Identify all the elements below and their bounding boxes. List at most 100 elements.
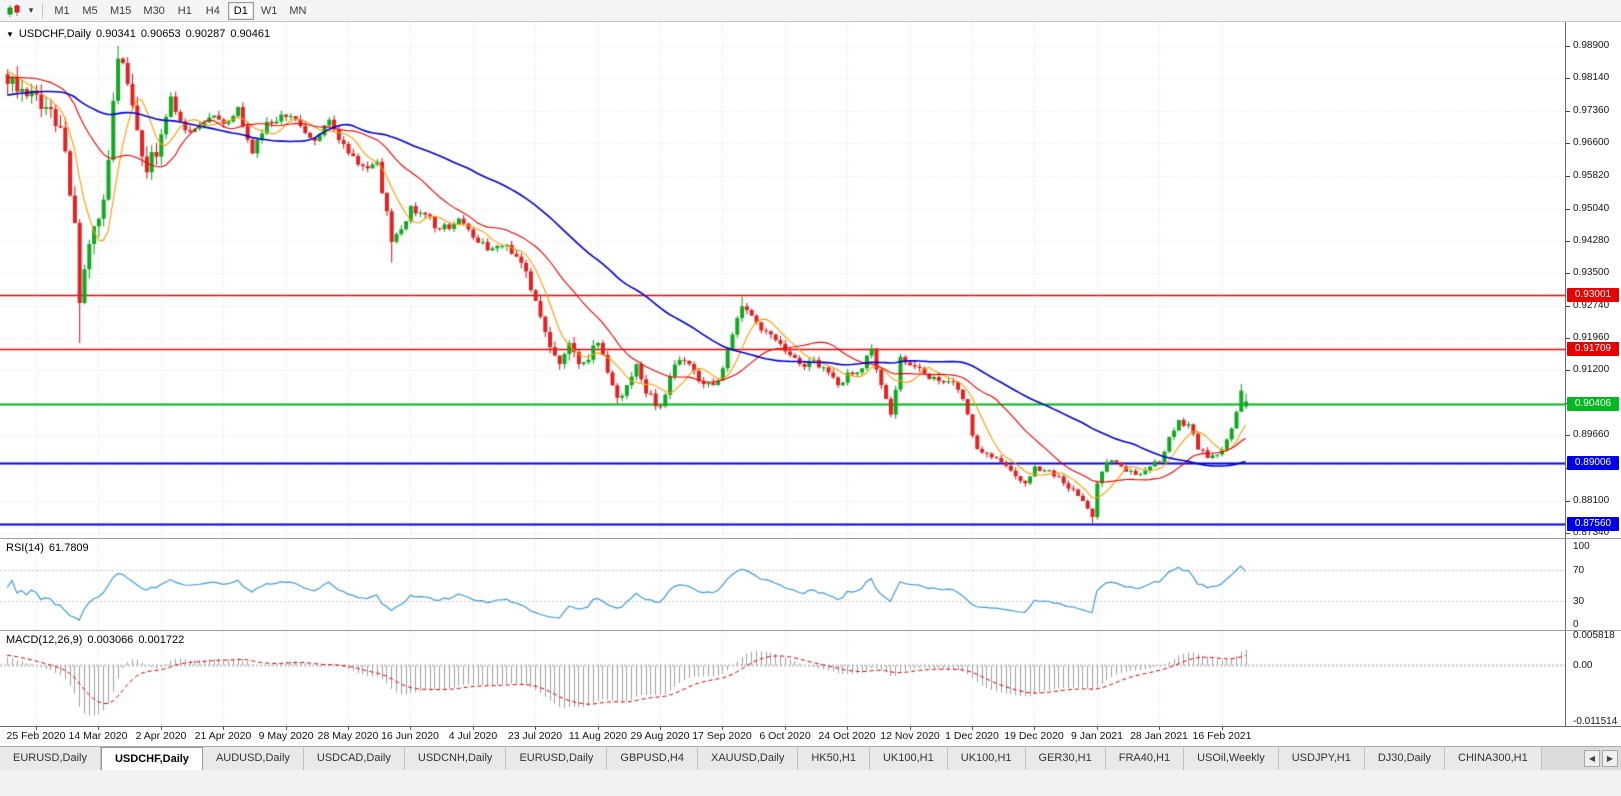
date-axis-label: 28 May 2020	[317, 730, 379, 742]
price-axis-tick-mark	[1566, 209, 1570, 210]
rsi-axis-label: 100	[1573, 541, 1590, 552]
date-axis-tick-mark	[1222, 727, 1223, 730]
chart-tab-china300-h1[interactable]: CHINA300,H1	[1445, 747, 1542, 770]
macd-main-value: 0.003066	[87, 634, 134, 646]
date-axis[interactable]: 25 Feb 2020 14 Mar 2020 2 Apr 2020 21 Apr 2…	[0, 726, 1621, 746]
date-axis-tick-mark	[348, 727, 349, 730]
date-axis-label: 11 Aug 2020	[568, 730, 628, 742]
chart-region: ▼ USDCHF,Daily 0.90341 0.90653 0.90287 0.9046…	[0, 22, 1621, 727]
chart-tab-fra40-h1[interactable]: FRA40,H1	[1105, 747, 1185, 770]
price-axis-tick-mark	[1566, 306, 1570, 307]
date-axis-tick-mark	[36, 727, 37, 730]
date-axis-tick-mark	[98, 727, 99, 730]
timeframe-button-w1[interactable]: W1	[256, 2, 283, 20]
chart-symbol-label: USDCHF,Daily	[18, 28, 92, 40]
date-axis-tick-mark	[223, 727, 224, 730]
price-axis-tick-label: 0.96600	[1573, 137, 1610, 148]
chart-tab-ger30-h1[interactable]: GER30,H1	[1025, 747, 1106, 770]
date-axis-label: 21 Apr 2020	[194, 730, 252, 742]
date-axis-label: 9 Jan 2021	[1071, 730, 1123, 742]
date-axis-tick-mark	[598, 727, 599, 730]
price-axis-tick-mark	[1566, 533, 1570, 534]
chart-tab-audusd-daily[interactable]: AUDUSD,Daily	[202, 747, 304, 770]
macd-label: MACD(12,26,9) 0.003066 0.001722	[6, 634, 189, 646]
timeframe-button-h1[interactable]: H1	[172, 2, 198, 20]
timeframe-button-d1[interactable]: D1	[227, 2, 254, 20]
date-axis-tick-mark	[410, 727, 411, 730]
date-axis-label: 17 Sep 2020	[692, 730, 752, 742]
timeframe-button-m30[interactable]: M30	[138, 2, 169, 20]
price-line-badge: 0.87560	[1567, 517, 1619, 531]
price-axis-tick-mark	[1566, 501, 1570, 502]
chart-tab-eurusd-daily[interactable]: EURUSD,Daily	[0, 747, 101, 770]
chart-tab-usdjpy-h1[interactable]: USDJPY,H1	[1278, 747, 1365, 770]
chart-tab-eurusd-daily[interactable]: EURUSD,Daily	[506, 747, 608, 770]
chart-tab-gbpusd-h4[interactable]: GBPUSD,H4	[607, 747, 698, 770]
price-axis-tick-mark	[1566, 143, 1570, 144]
panel-splitter-rsi[interactable]	[0, 538, 1621, 539]
chart-tab-xauusd-daily[interactable]: XAUUSD,Daily	[697, 747, 799, 770]
rsi-label: RSI(14) 61.7809	[6, 542, 94, 554]
macd-signal-value: 0.001722	[138, 634, 185, 646]
price-axis-tick-mark	[1566, 338, 1570, 339]
chart-canvas[interactable]	[0, 22, 1565, 726]
chart-tab-hk50-h1[interactable]: HK50,H1	[798, 747, 870, 770]
date-axis-label: 1 Dec 2020	[945, 730, 999, 742]
timeframe-button-mn[interactable]: MN	[284, 2, 311, 20]
chart-menu-icon[interactable]: ▼	[6, 30, 14, 39]
date-axis-label: 24 Oct 2020	[818, 730, 876, 742]
price-axis-tick-label: 0.87340	[1573, 527, 1610, 538]
toolbar-separator	[42, 2, 43, 19]
ohlc-high: 0.90653	[140, 28, 181, 40]
date-axis-tick-mark	[1034, 727, 1035, 730]
date-axis-label: 16 Feb 2021	[1192, 730, 1252, 742]
price-axis[interactable]: 0.98900 0.98140 0.97360 0.96600 0.95820 0.950…	[1565, 22, 1621, 727]
price-axis-tick-label: 0.98900	[1573, 40, 1610, 51]
chart-tab-dj30-daily[interactable]: DJ30,Daily	[1364, 747, 1446, 770]
bottom-filler	[0, 770, 1621, 796]
price-axis-tick-mark	[1566, 176, 1570, 177]
date-axis-label: 16 Jun 2020	[381, 730, 439, 742]
chart-tab-usdchf-daily[interactable]: USDCHF,Daily	[100, 747, 203, 770]
date-axis-label: 12 Nov 2020	[880, 730, 940, 742]
price-axis-tick-label: 0.91200	[1573, 364, 1610, 375]
date-axis-label: 4 Jul 2020	[448, 730, 498, 742]
price-axis-tick-label: 0.95820	[1573, 170, 1610, 181]
timeframe-button-m1[interactable]: M1	[49, 2, 75, 20]
date-axis-label: 23 Jul 2020	[507, 730, 563, 742]
rsi-indicator-value: 61.7809	[48, 542, 89, 554]
chart-tabs-bar: EURUSD,Daily USDCHF,Daily AUDUSD,Daily USDC…	[0, 746, 1621, 770]
panel-splitter-macd[interactable]	[0, 630, 1621, 631]
timeframe-button-h4[interactable]: H4	[200, 2, 226, 20]
tabs-scroll-group: ◀ ▶	[1581, 750, 1621, 770]
timeframe-button-m15[interactable]: M15	[105, 2, 136, 20]
timeframe-button-m5[interactable]: M5	[77, 2, 103, 20]
date-axis-tick-mark	[722, 727, 723, 730]
price-axis-tick-label: 0.92740	[1573, 300, 1610, 311]
price-axis-tick-mark	[1566, 46, 1570, 47]
price-line-badge: 0.93001	[1567, 288, 1619, 302]
price-axis-tick-label: 0.98140	[1573, 72, 1610, 83]
date-axis-tick-mark	[910, 727, 911, 730]
rsi-axis-label: 0	[1573, 619, 1579, 630]
chart-tab-usoil-weekly[interactable]: USOil,Weekly	[1184, 747, 1279, 770]
chart-tools-dropdown-caret-icon[interactable]: ▾	[25, 5, 37, 16]
date-axis-label: 6 Oct 2020	[759, 730, 811, 742]
date-axis-label: 9 May 2020	[258, 730, 314, 742]
price-axis-tick-mark	[1566, 241, 1570, 242]
price-axis-tick-mark	[1566, 111, 1570, 112]
chart-tools-button[interactable]	[3, 2, 25, 20]
chart-tab-uk100-h1[interactable]: UK100,H1	[947, 747, 1026, 770]
candlestick-chart-icon	[7, 3, 20, 17]
chart-tab-uk100-h1[interactable]: UK100,H1	[869, 747, 948, 770]
date-axis-tick-mark	[785, 727, 786, 730]
tabs-scroll-right-button[interactable]: ▶	[1602, 750, 1618, 767]
tabs-scroll-left-button[interactable]: ◀	[1584, 750, 1600, 767]
ohlc-open: 0.90341	[96, 28, 136, 40]
ohlc-close: 0.90461	[230, 28, 271, 40]
toolbar: ▾ M1 M5 M15 M30 H1 H4 D1 W1 MN	[0, 0, 1621, 22]
chart-tab-usdcnh-daily[interactable]: USDCNH,Daily	[404, 747, 507, 770]
chart-tab-usdcad-daily[interactable]: USDCAD,Daily	[303, 747, 405, 770]
rsi-axis-label: 30	[1573, 596, 1585, 607]
